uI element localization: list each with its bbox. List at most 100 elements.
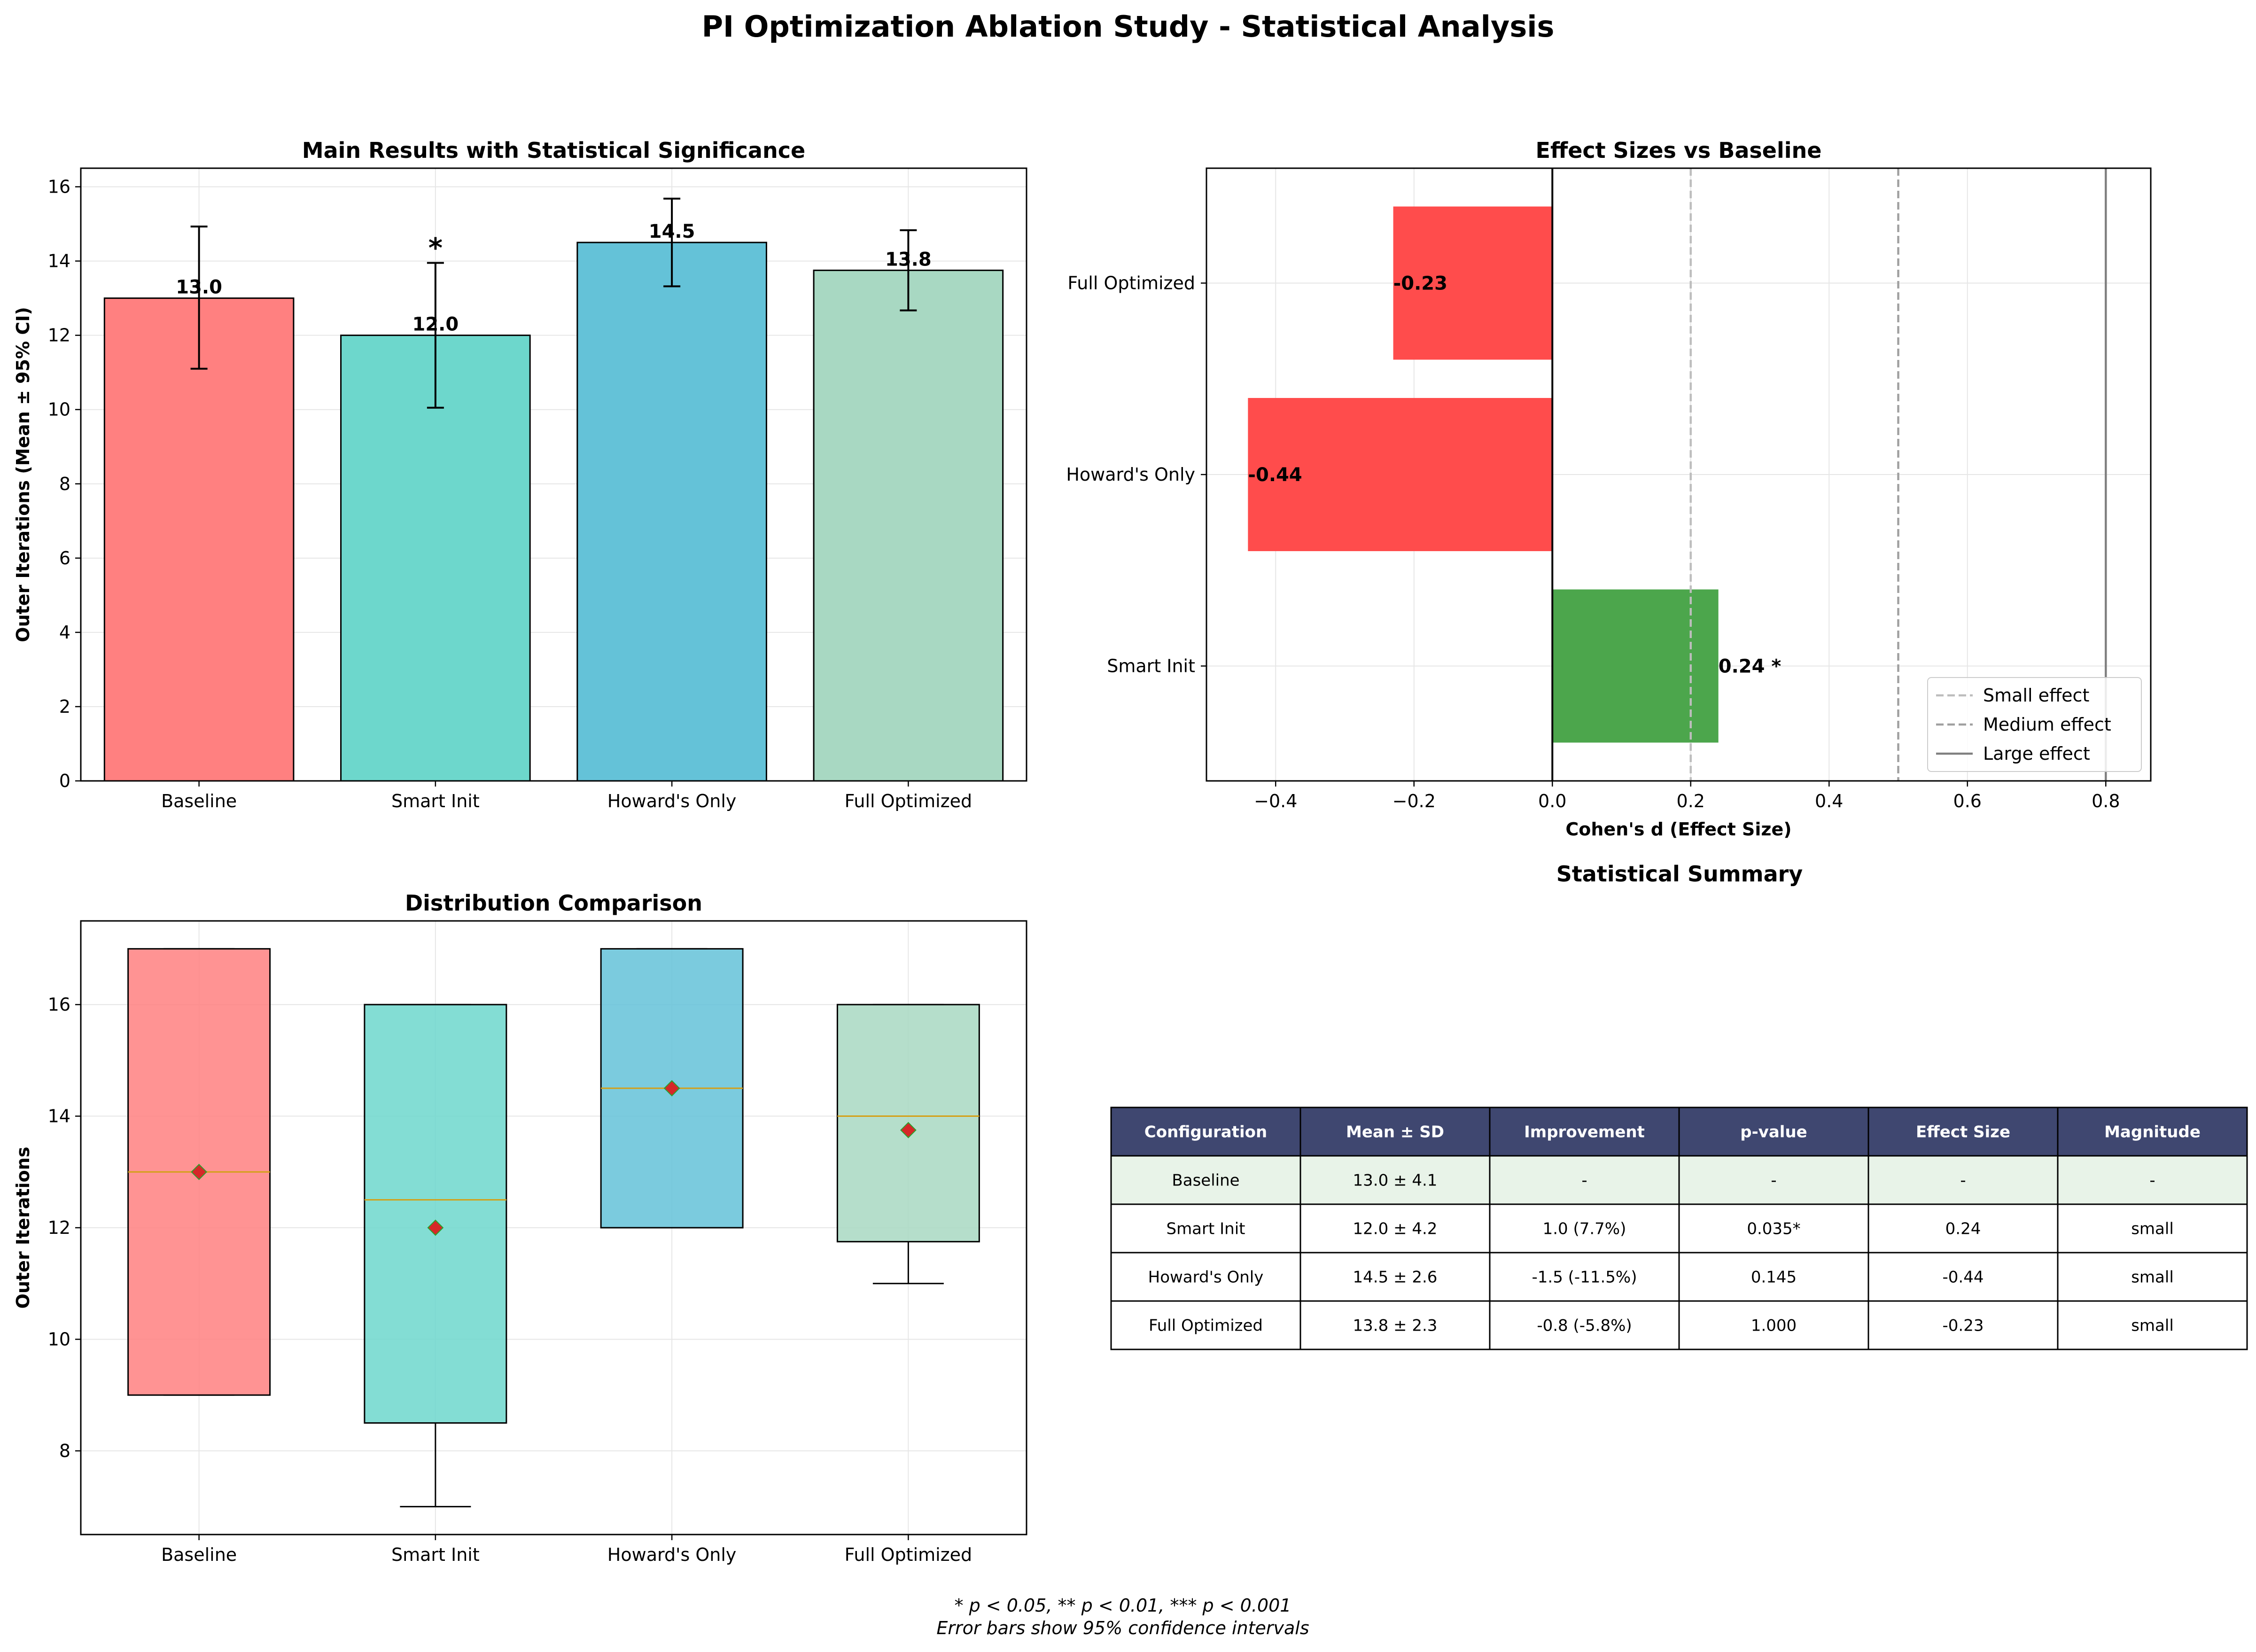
table-cell-text: 1.000 <box>1751 1317 1797 1335</box>
table-header-label: Magnitude <box>2104 1123 2201 1142</box>
table-cell-text: Howard's Only <box>1148 1268 1264 1287</box>
table-cell <box>1678 1155 1869 1205</box>
table-cell <box>1678 1203 1869 1254</box>
table-cell-text: Full Optimized <box>1149 1317 1263 1335</box>
legend-label: Medium effect <box>1983 714 2111 735</box>
table-cell-text: - <box>1771 1171 1776 1190</box>
effect-bar-2 <box>1248 398 1553 551</box>
table-cell <box>1489 1252 1680 1302</box>
table-cell <box>1110 1203 1301 1254</box>
table-cell-text: 0.035* <box>1747 1220 1800 1239</box>
table-cell <box>1489 1300 1680 1350</box>
table-cell-text: small <box>2131 1317 2174 1335</box>
mean-marker <box>427 1219 444 1236</box>
figure-title: PI Optimization Ablation Study - Statist… <box>702 9 1555 44</box>
table-cell-text: - <box>1581 1171 1587 1190</box>
bar-value-label: 14.5 <box>649 221 695 242</box>
footnote-error-bars: Error bars show 95% confidence intervals <box>936 1618 1309 1638</box>
y-tick-label: 0 <box>59 771 70 791</box>
x-tick-label: Howard's Only <box>607 1544 737 1565</box>
x-tick-label: 0.8 <box>2092 791 2120 811</box>
bar-value-label: 13.0 <box>176 277 222 298</box>
table-cell <box>1678 1300 1869 1350</box>
effect-value-label: -0.23 <box>1393 273 1447 295</box>
bar-3 <box>576 242 767 782</box>
x-tick-label: Baseline <box>161 791 237 811</box>
table-cell <box>1110 1252 1301 1302</box>
box-2 <box>364 1004 507 1424</box>
table-cell-text: 13.8 ± 2.3 <box>1353 1317 1438 1335</box>
table-cell <box>2057 1300 2248 1350</box>
table-cell <box>1299 1252 1491 1302</box>
x-tick-label: 0.0 <box>1538 791 1566 811</box>
plot-frame <box>80 920 1027 1535</box>
table-cell-text: 0.24 <box>1945 1220 1981 1239</box>
table-cell-text: Baseline <box>1172 1171 1239 1190</box>
x-tick-label: Smart Init <box>391 791 480 811</box>
y-tick-label: 6 <box>59 548 70 569</box>
x-tick-label: Howard's Only <box>607 791 737 811</box>
mean-marker <box>191 1163 208 1180</box>
table-cell-text: small <box>2131 1220 2174 1239</box>
table-cell <box>1867 1300 2059 1350</box>
table-header-label: Configuration <box>1144 1123 1267 1142</box>
y-tick-label: 12 <box>48 1217 70 1238</box>
table-header-label: p-value <box>1740 1123 1807 1142</box>
summary-table-panel: Statistical Summary Configuration Mean ± S… <box>1110 861 2248 1350</box>
x-tick-label: Full Optimized <box>845 1544 972 1565</box>
table-cell <box>1299 1300 1491 1350</box>
effect-sizes-panel: Effect Sizes vs Baseline 0.24 * -0.44 -0.23… <box>1066 138 2152 840</box>
chart-title: Main Results with Statistical Significan… <box>302 138 805 163</box>
y-axis-label: Outer Iterations (Mean ± 95% CI) <box>13 307 33 642</box>
mean-marker <box>900 1122 917 1138</box>
main-results-panel: Main Results with Statistical Significan… <box>13 138 1027 811</box>
table-cell <box>2057 1155 2248 1205</box>
table-cell-text: - <box>1960 1171 1966 1190</box>
table-cell-text: -0.44 <box>1943 1268 1984 1287</box>
table-cell <box>1110 1300 1301 1350</box>
y-tick-label: Howard's Only <box>1066 464 1195 485</box>
x-tick-label: Smart Init <box>391 1544 480 1565</box>
mean-marker <box>663 1080 680 1097</box>
table-title: Statistical Summary <box>1556 861 1803 887</box>
chart-title: Distribution Comparison <box>405 890 702 916</box>
y-tick-label: 14 <box>48 1106 70 1127</box>
y-tick-label: 10 <box>48 1329 70 1349</box>
table-cell-text: 0.145 <box>1751 1268 1797 1287</box>
table-cell <box>1299 1203 1491 1254</box>
bar-value-label: 13.8 <box>885 249 932 270</box>
y-axis-label: Outer Iterations <box>13 1147 33 1309</box>
bar-4 <box>813 269 1004 782</box>
table-cell-text: -0.23 <box>1943 1317 1984 1335</box>
table-header-label: Effect Size <box>1916 1123 2010 1142</box>
x-tick-label: −0.2 <box>1392 791 1436 811</box>
footnote-significance: * p < 0.05, ** p < 0.01, *** p < 0.001 <box>955 1595 1291 1616</box>
chart-title: Effect Sizes vs Baseline <box>1536 138 1822 163</box>
y-tick-label: 12 <box>48 325 70 346</box>
table-cell <box>1110 1155 1301 1205</box>
y-tick-label: Full Optimized <box>1067 273 1195 294</box>
legend-label: Large effect <box>1983 743 2090 764</box>
y-tick-label: 14 <box>48 251 70 272</box>
effect-value-label: -0.44 <box>1248 464 1302 486</box>
table-cell <box>2057 1252 2248 1302</box>
distribution-panel: Distribution Comparison 8 10 12 14 16 Baseline… <box>13 890 1027 1565</box>
table-cell <box>1867 1252 2059 1302</box>
y-tick-label: 10 <box>48 399 70 420</box>
bar-1 <box>103 297 295 782</box>
table-cell <box>2057 1203 2248 1254</box>
table-cell-text: Smart Init <box>1166 1220 1245 1239</box>
plot-frame <box>80 167 1027 782</box>
table-cell-text: 14.5 ± 2.6 <box>1353 1268 1438 1287</box>
table-cell-text: - <box>2149 1171 2155 1190</box>
y-tick-label: 16 <box>48 177 70 197</box>
table-cell-text: -1.5 (-11.5%) <box>1532 1268 1637 1287</box>
effect-value-label: 0.24 * <box>1719 656 1781 678</box>
y-tick-label: Smart Init <box>1107 656 1195 677</box>
y-tick-label: 8 <box>59 474 70 494</box>
table-cell <box>1299 1155 1491 1205</box>
table-cell <box>1489 1203 1680 1254</box>
effect-bar-3 <box>1393 206 1553 360</box>
bar-value-label: 12.0 <box>412 314 459 335</box>
